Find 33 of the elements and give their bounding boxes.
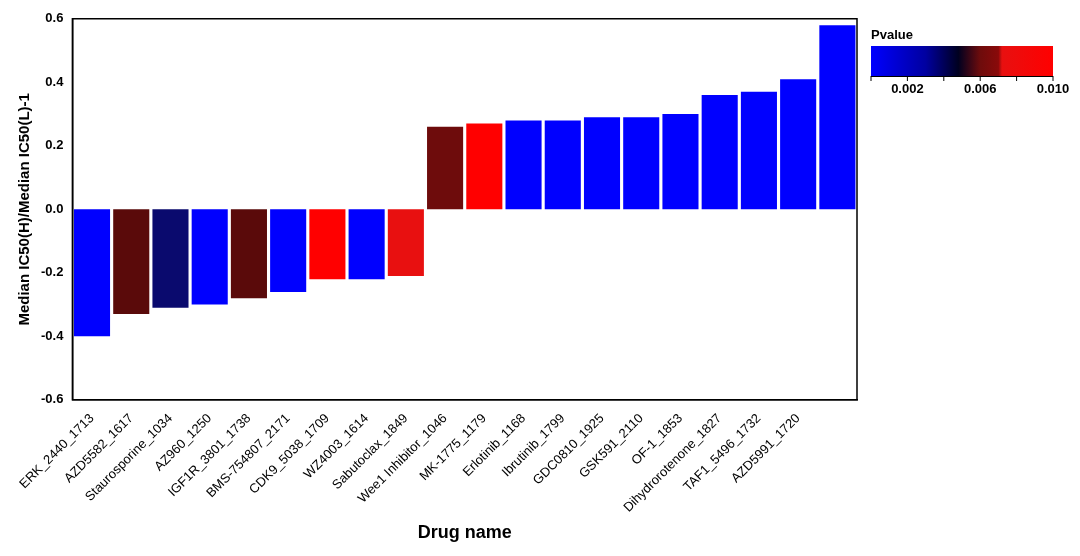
y-tick-label: 0.2 — [45, 137, 64, 153]
y-axis-title: Median IC50(H)/Median IC50(L)-1 — [15, 93, 33, 326]
bar — [73, 209, 111, 337]
y-tick-label: 0.0 — [45, 200, 64, 216]
bar — [309, 209, 346, 280]
bar — [427, 126, 464, 210]
bar — [740, 91, 777, 210]
color-bar-label: 0.006 — [963, 81, 997, 97]
x-axis-title: Drug name — [417, 522, 512, 543]
bar — [387, 209, 424, 276]
color-bar-label: 0.002 — [891, 81, 924, 97]
y-tick-label: 0.6 — [45, 10, 64, 26]
color-bar-title: Pvalue — [871, 27, 913, 43]
bar — [819, 25, 856, 210]
bar — [113, 209, 150, 315]
bar — [230, 209, 267, 299]
bar — [544, 120, 581, 210]
bar — [583, 117, 621, 210]
bar — [662, 114, 699, 210]
y-tick-label: -0.2 — [40, 264, 64, 280]
bar — [270, 209, 307, 292]
bar — [191, 209, 228, 305]
bar — [152, 209, 189, 308]
bar — [780, 79, 817, 210]
y-tick-label: 0.4 — [45, 73, 65, 89]
bar — [466, 123, 503, 210]
bar — [701, 95, 738, 210]
bar — [623, 117, 660, 210]
color-bar-label: 0.010 — [1036, 81, 1070, 97]
y-tick-label: -0.4 — [40, 327, 65, 343]
y-tick-label: -0.6 — [40, 391, 64, 407]
bar — [348, 209, 385, 280]
bar — [505, 120, 542, 210]
